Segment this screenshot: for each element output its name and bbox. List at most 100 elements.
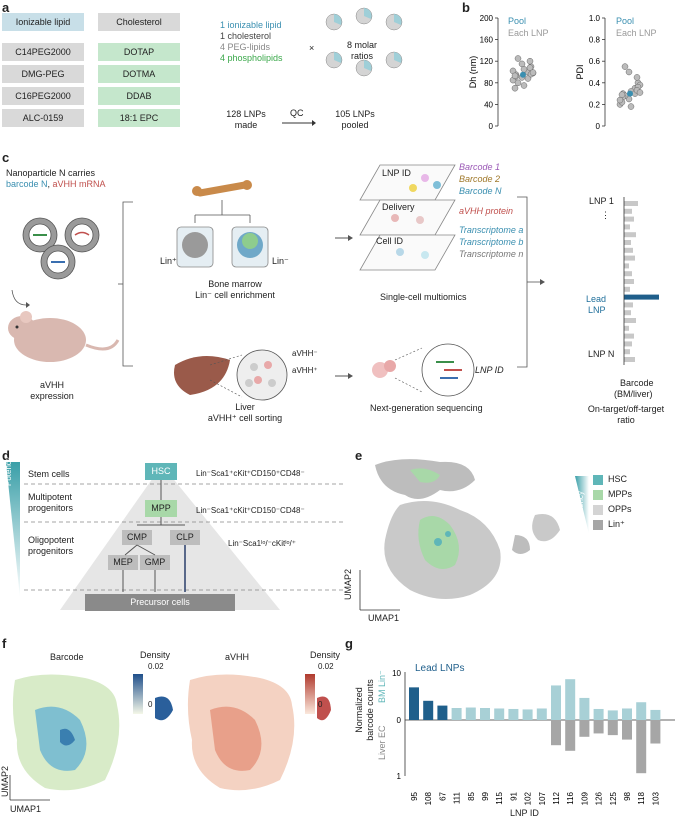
- liver-bar-112: [551, 720, 561, 746]
- barcode-bar-0: [624, 201, 638, 206]
- layer-lnp-id: LNP ID: [382, 168, 411, 178]
- liver-subtitle: aVHH⁺ cell sorting: [207, 413, 283, 423]
- density-min-1: 0: [148, 700, 153, 709]
- bm-bar-108: [423, 700, 434, 720]
- ytick-b1-2: 80: [484, 79, 493, 88]
- barcode-bar-7: [624, 255, 635, 261]
- lnp1-label: LNP 1: [589, 196, 614, 206]
- qc-label: QC: [290, 108, 304, 118]
- ytick-b1-0: 0: [489, 122, 494, 131]
- recipe-line-1: 1 ionizable lipid: [220, 20, 282, 30]
- mpp-node: MPP: [151, 503, 171, 513]
- lnp-and-mouse-illustration: [8, 217, 120, 362]
- legend-swatch-3: [593, 520, 603, 530]
- barcode-bar-9: [624, 271, 632, 277]
- row-multipotent: Multipotent progenitors: [28, 492, 74, 513]
- liver-bar-98: [622, 720, 632, 740]
- bm-bar-118: [636, 702, 647, 720]
- ytick-b1-1: 40: [484, 100, 493, 109]
- legend-swatch-0: [593, 475, 603, 485]
- barcode-umap-title: Barcode: [50, 652, 84, 662]
- point-pool: [520, 71, 526, 78]
- liver-bar-118: [636, 720, 647, 774]
- potency-wedge: [6, 462, 20, 598]
- barcode-n-text: barcode N: [6, 179, 48, 189]
- barcode-bar-6: [624, 247, 633, 253]
- g-xtick-95: 95: [410, 791, 419, 800]
- barcode-bar-11: [624, 286, 630, 292]
- density-max-1: 0.02: [148, 662, 164, 671]
- point-each-19: [636, 89, 644, 96]
- g-xtick-91: 91: [509, 791, 518, 800]
- g-xtick-99: 99: [481, 791, 490, 800]
- bm-bar-115: [494, 708, 505, 720]
- lnp-particle-2: [64, 217, 100, 253]
- potency-wedge-e: [575, 476, 589, 534]
- bm-bar-102: [522, 709, 533, 720]
- ngs-illustration: [372, 343, 475, 397]
- barcode-n-label: Barcode N: [459, 186, 502, 196]
- cholesterol-header: Cholesterol: [98, 13, 180, 31]
- bone-marrow-illustration: [176, 180, 269, 268]
- potency-label-d: Potency: [4, 457, 13, 486]
- point-each-18: [511, 72, 519, 80]
- liver-bar-109: [579, 720, 590, 737]
- legend-each-2: Each LNP: [616, 28, 657, 38]
- g-xtick-112: 112: [552, 791, 561, 804]
- avhh-mrna-text: aVHH mRNA: [52, 179, 106, 189]
- marker-mpp: Lin⁻Sca1⁺cKit⁺CD150⁻CD48⁻: [196, 506, 305, 515]
- avhh-protein-label: aVHH protein: [459, 206, 514, 216]
- g-xtick-116: 116: [566, 791, 575, 804]
- umap1-e: UMAP1: [368, 613, 400, 623]
- density-label-2: Density: [310, 650, 341, 660]
- gmp-node: GMP: [144, 557, 166, 567]
- g-xtick-125: 125: [609, 791, 618, 805]
- ngs-title: Next-generation sequencing: [370, 403, 483, 413]
- barcode-bar-13: [624, 302, 633, 308]
- ionizable-lipid-header: Ionizable lipid: [2, 13, 84, 31]
- point-each-16: [627, 103, 635, 110]
- g-xtick-85: 85: [467, 791, 476, 800]
- legend-label-2: OPPs: [608, 504, 632, 514]
- normalized-barcode-chart: 10 0 1 95 108 67 111 85 99 115 91 102 107 112 116 109 12…: [392, 669, 675, 805]
- umap2-f: UMAP2: [0, 765, 10, 797]
- potency-label-e: Potency: [576, 491, 585, 520]
- lnp-particle-3: [40, 244, 76, 280]
- ylabel-b1: Dh (nm): [468, 56, 478, 89]
- lnps-pooled: 105 LNPs pooled: [335, 109, 375, 130]
- g-xtick-108: 108: [424, 791, 433, 805]
- times-sign: ×: [309, 43, 315, 53]
- barcode-ratio-bars: [623, 197, 659, 365]
- hsc-node: HSC: [151, 466, 171, 476]
- g-xtick-111: 111: [453, 791, 462, 804]
- legend-each-1: Each LNP: [508, 28, 549, 38]
- molar-pie-slice-3: [334, 52, 342, 63]
- g-xlabel: LNP ID: [510, 808, 539, 818]
- g-ylabel-1: Normalized: [354, 687, 364, 733]
- ionizable-lipid-item-3: ALC-0159: [2, 109, 84, 127]
- cholesterol-item-1: DOTMA: [98, 65, 180, 83]
- barcode-axis-label: Barcode: [620, 378, 654, 388]
- liver-bar-125: [607, 720, 618, 736]
- ionizable-lipid-item-2: C16PEG2000: [2, 87, 84, 105]
- panel-b-label: b: [462, 0, 470, 15]
- lead-bar: [624, 294, 659, 300]
- panel-g-label: g: [345, 636, 353, 651]
- point-each-19: [529, 69, 537, 76]
- barcode-bar-3: [624, 224, 630, 230]
- lead-lnps-label: Lead LNPs: [415, 663, 465, 674]
- legend-label-0: HSC: [608, 474, 628, 484]
- barcode-bar-14: [624, 310, 631, 316]
- panel-f-label: f: [2, 636, 7, 651]
- avhh-umap-title: aVHH: [225, 652, 250, 662]
- panel-c-label: c: [2, 150, 10, 165]
- lnpn-label: LNP N: [588, 349, 615, 359]
- multiomics-title: Single-cell multiomics: [380, 292, 467, 302]
- lin-minus-label: Lin⁻: [272, 256, 289, 266]
- bm-bar-126: [593, 708, 604, 720]
- liver-bar-126: [593, 720, 604, 734]
- bone-marrow-title: Bone marrow: [208, 279, 262, 289]
- g-xtick-115: 115: [495, 791, 504, 804]
- bone-marrow-subtitle: Lin⁻ cell enrichment: [195, 290, 275, 300]
- density-min-2: 0: [318, 700, 323, 709]
